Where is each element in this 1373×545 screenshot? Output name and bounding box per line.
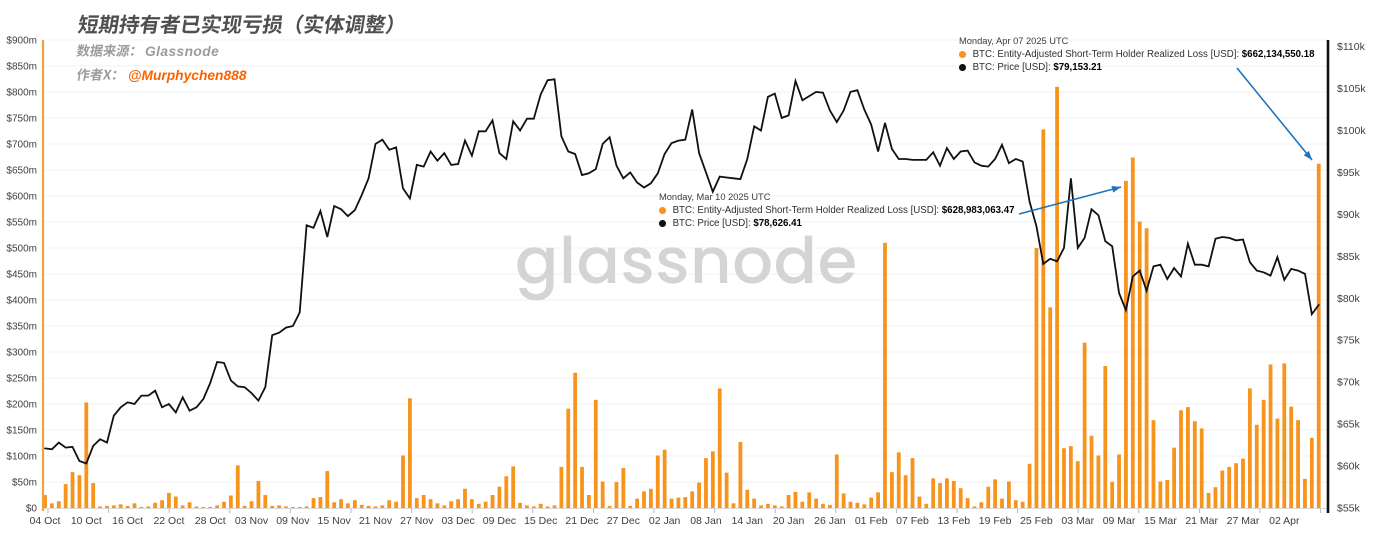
svg-text:$300m: $300m xyxy=(6,348,37,359)
svg-text:$500m: $500m xyxy=(6,244,37,255)
svg-text:$850m: $850m xyxy=(6,62,37,73)
svg-text:16 Oct: 16 Oct xyxy=(112,515,143,527)
svg-text:$350m: $350m xyxy=(6,322,37,333)
svg-text:$110k: $110k xyxy=(1337,41,1366,53)
svg-text:03 Mar: 03 Mar xyxy=(1061,515,1094,527)
svg-text:22 Oct: 22 Oct xyxy=(153,515,184,527)
svg-text:19 Feb: 19 Feb xyxy=(979,515,1012,527)
annotation-mar10: Monday, Mar 10 2025 UTC BTC: Entity-Adju… xyxy=(659,192,1015,230)
svg-text:15 Mar: 15 Mar xyxy=(1144,515,1177,527)
chart-header: 短期持有者已实现亏损（实体调整） 数据来源： Glassnode 作者X： @M… xyxy=(75,10,415,83)
annotation-mar10-loss-value: $628,983,063.47 xyxy=(941,205,1015,216)
svg-text:$150m: $150m xyxy=(6,426,37,437)
svg-text:$100k: $100k xyxy=(1337,125,1366,137)
svg-text:03 Nov: 03 Nov xyxy=(235,515,269,527)
loss-bars-series xyxy=(43,86,1321,509)
svg-text:$750m: $750m xyxy=(6,114,37,125)
svg-text:02 Jan: 02 Jan xyxy=(649,515,681,527)
svg-text:$900m: $900m xyxy=(6,36,37,47)
svg-text:27 Dec: 27 Dec xyxy=(607,515,640,527)
author-handle: @Murphychen888 xyxy=(128,68,247,83)
price-series-dot-icon xyxy=(659,220,666,227)
svg-text:$55k: $55k xyxy=(1337,503,1361,515)
svg-text:$600m: $600m xyxy=(6,192,37,203)
svg-text:$550m: $550m xyxy=(6,218,37,229)
glassnode-watermark xyxy=(517,235,855,301)
annotation-apr07-price-row: BTC: Price [USD]: $79,153.21 xyxy=(959,61,1315,74)
svg-text:03 Dec: 03 Dec xyxy=(441,515,474,527)
annotation-mar10-price-label: BTC: Price [USD]: xyxy=(672,218,751,229)
price-line-series xyxy=(44,77,1320,465)
svg-text:25 Feb: 25 Feb xyxy=(1020,515,1053,527)
page-title: 短期持有者已实现亏损（实体调整） xyxy=(75,10,415,38)
svg-text:21 Mar: 21 Mar xyxy=(1185,515,1218,527)
data-source-label-glyphs xyxy=(76,44,135,57)
svg-text:$80k: $80k xyxy=(1337,293,1361,305)
annotation-apr07-loss-row: BTC: Entity-Adjusted Short-Term Holder R… xyxy=(959,48,1315,61)
svg-text:$85k: $85k xyxy=(1337,251,1361,263)
annotation-apr07-loss-label: BTC: Entity-Adjusted Short-Term Holder R… xyxy=(972,49,1240,60)
svg-text:13 Feb: 13 Feb xyxy=(937,515,970,527)
annotation-apr07-price-value: $79,153.21 xyxy=(1053,62,1102,73)
svg-text:$65k: $65k xyxy=(1337,419,1361,431)
loss-series-dot-icon xyxy=(659,207,666,214)
annotation-mar10-price-value: $78,626.41 xyxy=(753,218,802,229)
svg-text:09 Dec: 09 Dec xyxy=(483,515,516,527)
loss-series-dot-icon xyxy=(959,51,966,58)
svg-text:$90k: $90k xyxy=(1337,209,1361,221)
svg-text:$200m: $200m xyxy=(6,400,37,411)
svg-text:$95k: $95k xyxy=(1337,167,1361,179)
author: 作者X： @Murphychen888 xyxy=(75,66,415,83)
annotation-mar10-date: Monday, Mar 10 2025 UTC xyxy=(659,192,771,202)
svg-text:$70k: $70k xyxy=(1337,377,1361,389)
svg-text:02 Apr: 02 Apr xyxy=(1269,515,1300,527)
svg-text:27 Mar: 27 Mar xyxy=(1227,515,1260,527)
svg-text:$75k: $75k xyxy=(1337,335,1361,347)
svg-text:01 Feb: 01 Feb xyxy=(855,515,888,527)
svg-text:10 Oct: 10 Oct xyxy=(71,515,102,527)
svg-text:27 Nov: 27 Nov xyxy=(400,515,434,527)
data-source: 数据来源： Glassnode xyxy=(75,42,415,59)
svg-text:$250m: $250m xyxy=(6,374,37,385)
annotation-apr07-price-label: BTC: Price [USD]: xyxy=(972,62,1051,73)
annotation-mar10-price-row: BTC: Price [USD]: $78,626.41 xyxy=(659,217,1015,230)
svg-text:08 Jan: 08 Jan xyxy=(690,515,722,527)
svg-text:26 Jan: 26 Jan xyxy=(814,515,846,527)
svg-text:$650m: $650m xyxy=(6,166,37,177)
svg-text:$450m: $450m xyxy=(6,270,37,281)
annotation-apr07-loss-value: $662,134,550.18 xyxy=(1241,49,1315,60)
data-source-value: Glassnode xyxy=(145,44,220,59)
svg-text:$400m: $400m xyxy=(6,296,37,307)
svg-text:$60k: $60k xyxy=(1337,461,1361,473)
annotation-apr07: Monday, Apr 07 2025 UTC BTC: Entity-Adju… xyxy=(959,36,1315,74)
svg-text:14 Jan: 14 Jan xyxy=(732,515,764,527)
annotation-mar10-loss-label: BTC: Entity-Adjusted Short-Term Holder R… xyxy=(672,205,940,216)
svg-text:21 Nov: 21 Nov xyxy=(359,515,393,527)
svg-text:$0: $0 xyxy=(26,504,38,515)
svg-text:$800m: $800m xyxy=(6,88,37,99)
svg-text:15 Nov: 15 Nov xyxy=(318,515,352,527)
svg-text:09 Mar: 09 Mar xyxy=(1103,515,1136,527)
author-label-glyphs xyxy=(77,68,117,81)
price-series-dot-icon xyxy=(959,64,966,71)
svg-text:21 Dec: 21 Dec xyxy=(565,515,598,527)
svg-text:09 Nov: 09 Nov xyxy=(276,515,310,527)
svg-text:$700m: $700m xyxy=(6,140,37,151)
svg-text:20 Jan: 20 Jan xyxy=(773,515,805,527)
page-title-glyphs xyxy=(77,14,393,35)
svg-text:04 Oct: 04 Oct xyxy=(30,515,61,527)
annotation-mar10-loss-row: BTC: Entity-Adjusted Short-Term Holder R… xyxy=(659,204,1015,217)
svg-text:$105k: $105k xyxy=(1337,83,1366,95)
svg-text:$50m: $50m xyxy=(12,478,37,489)
svg-text:28 Oct: 28 Oct xyxy=(195,515,226,527)
svg-text:$100m: $100m xyxy=(6,452,37,463)
svg-text:07 Feb: 07 Feb xyxy=(896,515,929,527)
svg-text:15 Dec: 15 Dec xyxy=(524,515,557,527)
annotation-apr07-date: Monday, Apr 07 2025 UTC xyxy=(959,36,1069,46)
